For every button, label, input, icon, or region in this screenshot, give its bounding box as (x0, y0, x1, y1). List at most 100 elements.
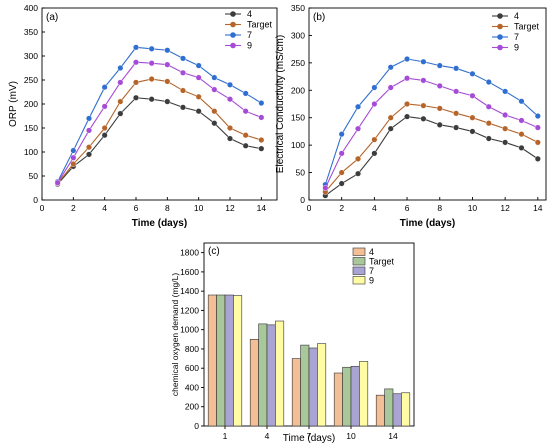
legend-swatch (352, 247, 366, 256)
series-line-target (57, 78, 262, 184)
legend-marker (230, 11, 236, 17)
y-tick-label: 250 (291, 58, 305, 68)
data-point (242, 132, 249, 139)
bar (342, 366, 352, 427)
y-tick-label: 1800 (180, 248, 199, 258)
series-line-9 (57, 61, 262, 184)
y-axis-label: Electrical Conductivity (mS/cm) (275, 35, 286, 173)
data-point (258, 100, 265, 107)
data-point (338, 131, 345, 138)
legend-label: 9 (514, 43, 519, 53)
data-point (338, 169, 345, 176)
data-point (211, 86, 218, 93)
data-point (404, 100, 411, 107)
x-tick-label: 0 (307, 203, 312, 213)
data-point (242, 108, 249, 115)
data-point (258, 136, 265, 143)
data-point (485, 79, 492, 86)
data-point (404, 75, 411, 82)
bar (275, 320, 285, 427)
y-tick-label: 600 (185, 363, 199, 373)
legend-marker (497, 44, 503, 51)
data-point (54, 179, 61, 186)
data-point (164, 47, 171, 54)
data-point (355, 103, 362, 110)
data-point (322, 184, 329, 191)
data-point (85, 151, 92, 158)
x-tick-label: 0 (40, 203, 45, 213)
legend-label: 9 (369, 276, 374, 286)
legend-label: 7 (369, 266, 374, 276)
bar (249, 339, 259, 427)
x-tick-label: 10 (468, 203, 478, 213)
data-point (211, 108, 218, 115)
y-axis-label: chemical oxygen demand (mg/L) (170, 273, 180, 396)
data-point (420, 102, 427, 109)
y-tick-label: 350 (291, 3, 305, 13)
data-point (101, 132, 108, 139)
data-point (195, 74, 202, 81)
panel-label: (a) (46, 12, 58, 23)
x-tick-label: 4 (102, 203, 107, 213)
x-tick-label: 4 (372, 203, 377, 213)
data-point (101, 84, 108, 91)
bar (401, 392, 411, 427)
legend-marker (497, 13, 503, 19)
data-point (387, 84, 394, 91)
data-point (355, 170, 362, 177)
x-tick-label: 12 (500, 203, 510, 213)
bar (233, 295, 243, 427)
legend-swatch (352, 257, 366, 266)
data-point (164, 61, 171, 68)
data-point (242, 90, 249, 97)
y-tick-label: 400 (24, 3, 38, 13)
data-point (469, 128, 476, 135)
legend-label: 4 (369, 247, 374, 257)
y-tick-label: 1400 (180, 286, 199, 296)
data-point (502, 139, 509, 146)
x-tick-label: 10 (346, 431, 356, 441)
bar (216, 294, 226, 427)
data-point (469, 92, 476, 99)
data-point (117, 64, 124, 71)
legend-marker (230, 32, 236, 38)
data-point (436, 105, 443, 112)
y-tick-label: 1200 (180, 305, 199, 315)
data-point (101, 124, 108, 131)
data-point (420, 115, 427, 122)
panel-label: (c) (208, 246, 220, 257)
bar (207, 294, 217, 427)
series-line-4 (57, 97, 262, 185)
data-point (179, 55, 186, 62)
data-point (469, 70, 476, 77)
data-point (117, 98, 124, 105)
y-tick-label: 100 (291, 140, 305, 150)
bar (291, 358, 301, 427)
bar (384, 388, 394, 427)
series-line-7 (57, 46, 262, 183)
y-tick-label: 1000 (180, 325, 199, 335)
y-tick-label: 200 (291, 85, 305, 95)
data-point (226, 135, 233, 142)
y-tick-label: 400 (185, 382, 199, 392)
x-tick-label: 7 (307, 431, 312, 441)
y-tick-label: 800 (185, 344, 199, 354)
x-tick-label: 14 (533, 203, 543, 213)
data-point (355, 125, 362, 132)
data-point (502, 125, 509, 132)
data-point (258, 145, 265, 152)
data-point (70, 160, 77, 167)
data-point (355, 155, 362, 162)
data-point (132, 79, 139, 86)
data-point (226, 124, 233, 131)
data-point (226, 81, 233, 88)
data-point (518, 98, 525, 105)
x-tick-label: 10 (194, 203, 204, 213)
x-tick-label: 12 (225, 203, 235, 213)
x-tick-label: 2 (339, 203, 344, 213)
data-point (436, 82, 443, 89)
y-axis-label: ORP (mV) (8, 81, 19, 127)
data-point (195, 93, 202, 100)
data-point (453, 124, 460, 131)
